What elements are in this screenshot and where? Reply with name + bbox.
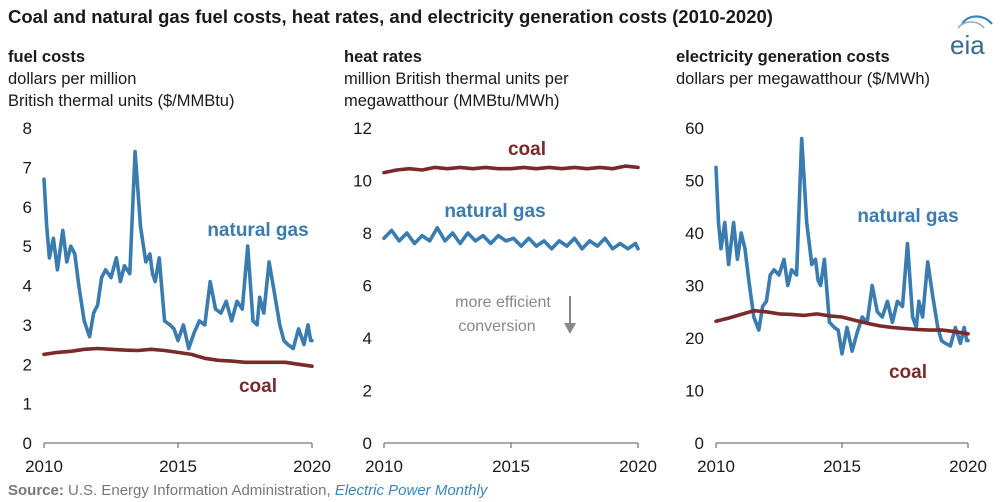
y-tick-label: 6	[363, 277, 372, 296]
svg-text:eia: eia	[950, 30, 985, 60]
x-tick-label: 2015	[492, 457, 530, 476]
coal-series-label: coal	[239, 376, 277, 397]
y-tick-label: 8	[363, 224, 372, 243]
natural-gas-series-label: natural gas	[444, 201, 545, 222]
coal-series-label: coal	[889, 362, 927, 383]
heat-rates-chart: 0 2 4 6 8 10 12 2010 2015 2020 coal natural gas more…	[353, 119, 657, 476]
y-tick-label: 1	[23, 395, 32, 414]
generation-costs-heading-block: electricity generation costs dollars per…	[676, 46, 930, 90]
x-tick-label: 2020	[293, 457, 331, 476]
fuel-costs-chart: 0 1 2 3 4 5 6 7 8 2010 2015 2020 natural gas coal	[23, 119, 331, 476]
y-tick-label: 2	[23, 355, 32, 374]
y-tick-label: 0	[363, 434, 372, 453]
y-tick-label: 10	[353, 172, 372, 191]
y-tick-label: 30	[685, 277, 704, 296]
heat-rates-heading: heat rates	[344, 48, 422, 66]
x-tick-label: 2020	[949, 457, 987, 476]
x-tick-label: 2015	[823, 457, 861, 476]
natural-gas-line	[714, 136, 970, 356]
heat-rates-heading-block: heat rates million British thermal units…	[344, 46, 569, 112]
generation-costs-chart: 0 10 20 30 40 50 60 2010 2015 2020 natural gas coal	[685, 119, 987, 476]
coal-line	[714, 308, 970, 336]
annotation-line2: conversion	[458, 318, 535, 335]
coal-line	[382, 164, 640, 175]
generation-costs-heading: electricity generation costs	[676, 48, 890, 66]
y-tick-label: 20	[685, 329, 704, 348]
y-tick-label: 0	[23, 434, 32, 453]
y-tick-label: 8	[23, 119, 32, 138]
source-prefix: Source:	[8, 482, 64, 499]
y-tick-label: 2	[363, 382, 372, 401]
x-tick-label: 2010	[365, 457, 403, 476]
y-tick-label: 60	[685, 119, 704, 138]
eia-logo: eia	[950, 15, 993, 60]
heat-rates-unit-line1: million British thermal units per	[344, 70, 569, 88]
page-title: Coal and natural gas fuel costs, heat ra…	[8, 6, 773, 27]
x-tick-label: 2010	[25, 457, 63, 476]
coal-series-label: coal	[508, 139, 546, 160]
y-tick-label: 40	[685, 224, 704, 243]
natural-gas-series-label: natural gas	[857, 206, 958, 227]
y-tick-label: 6	[23, 198, 32, 217]
y-tick-label: 4	[363, 329, 372, 348]
natural-gas-line	[382, 226, 640, 251]
y-tick-label: 10	[685, 382, 704, 401]
y-tick-label: 4	[23, 277, 32, 296]
fuel-costs-heading: fuel costs	[8, 48, 86, 66]
x-tick-label: 2010	[697, 457, 735, 476]
x-tick-label: 2020	[619, 457, 657, 476]
y-tick-label: 7	[23, 158, 32, 177]
y-tick-label: 5	[23, 237, 32, 256]
fuel-costs-unit-line2: British thermal units ($/MMBtu)	[8, 92, 235, 110]
x-tick-label: 2015	[159, 457, 197, 476]
y-tick-label: 50	[685, 172, 704, 191]
y-tick-label: 3	[23, 316, 32, 335]
y-tick-label: 0	[695, 434, 704, 453]
natural-gas-series-label: natural gas	[207, 220, 308, 241]
source-publication: Electric Power Monthly	[334, 482, 488, 499]
heat-rates-unit-line2: megawatthour (MMBtu/MWh)	[344, 92, 560, 110]
source-agency: U.S. Energy Information Administration,	[63, 482, 335, 499]
down-arrow-head-icon	[564, 323, 576, 334]
source-note: Source: U.S. Energy Information Administ…	[8, 482, 487, 499]
fuel-costs-heading-block: fuel costs dollars per million British t…	[8, 46, 234, 112]
y-tick-label: 12	[353, 119, 372, 138]
generation-costs-unit-line1: dollars per megawatthour ($/MWh)	[676, 70, 931, 88]
annotation-line1: more efficient	[455, 294, 551, 311]
natural-gas-line	[42, 149, 314, 351]
fuel-costs-unit-line1: dollars per million	[8, 70, 137, 88]
coal-line	[42, 346, 314, 369]
